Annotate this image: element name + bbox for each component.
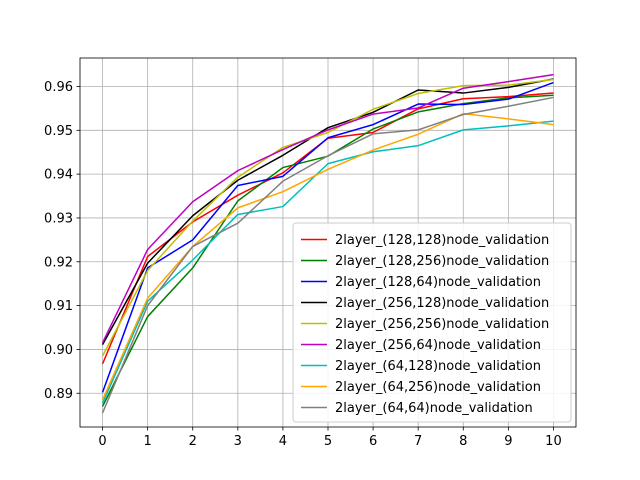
series-lines	[101, 73, 554, 414]
legend-label: 2layer_(128,256)node_validation	[335, 254, 549, 269]
y-tick-label: 0.89	[44, 387, 73, 402]
x-tick-label: 0	[98, 434, 106, 449]
x-tick-label: 7	[414, 434, 422, 449]
legend-box	[292, 222, 572, 423]
legend-label: 2layer_(256,256)node_validation	[335, 317, 549, 332]
y-tick-label: 0.91	[44, 299, 73, 314]
legend: 2layer_(128,128)node_validation 2layer_(1…	[292, 222, 572, 423]
y-tick-label: 0.94	[44, 168, 73, 183]
x-tick-label: 1	[143, 434, 151, 449]
y-axis: 0.89 0.90 0.91 0.92 0.93 0.94 0.95 0.96	[44, 80, 80, 402]
x-tick-label: 4	[279, 434, 287, 449]
x-tick-label: 3	[234, 434, 242, 449]
legend-label: 2layer_(128,128)node_validation	[335, 233, 549, 248]
legend-label: 2layer_(64,256)node_validation	[335, 380, 541, 395]
series-line	[101, 73, 554, 344]
legend-label: 2layer_(256,64)node_validation	[335, 338, 541, 353]
y-tick-label: 0.90	[44, 343, 73, 358]
series-line	[101, 78, 554, 345]
y-tick-label: 0.92	[44, 255, 73, 270]
y-tick-label: 0.95	[44, 124, 73, 139]
legend-label: 2layer_(64,128)node_validation	[335, 359, 541, 374]
x-tick-label: 9	[504, 434, 512, 449]
x-tick-label: 6	[369, 434, 377, 449]
x-tick-label: 5	[324, 434, 332, 449]
legend-label: 2layer_(256,128)node_validation	[335, 296, 549, 311]
x-tick-label: 2	[189, 434, 197, 449]
series-line	[101, 96, 554, 414]
x-tick-label: 8	[459, 434, 467, 449]
x-tick-label: 10	[545, 434, 562, 449]
x-axis: 0 1 2 3 4 5 6 7 8 9 10	[98, 427, 562, 449]
series-line	[101, 81, 554, 393]
legend-label: 2layer_(128,64)node_validation	[335, 275, 541, 290]
series-line	[101, 120, 554, 404]
y-tick-label: 0.93	[44, 211, 73, 226]
series-line	[101, 112, 554, 401]
legend-label: 2layer_(64,64)node_validation	[335, 401, 533, 416]
y-tick-label: 0.96	[44, 80, 73, 95]
